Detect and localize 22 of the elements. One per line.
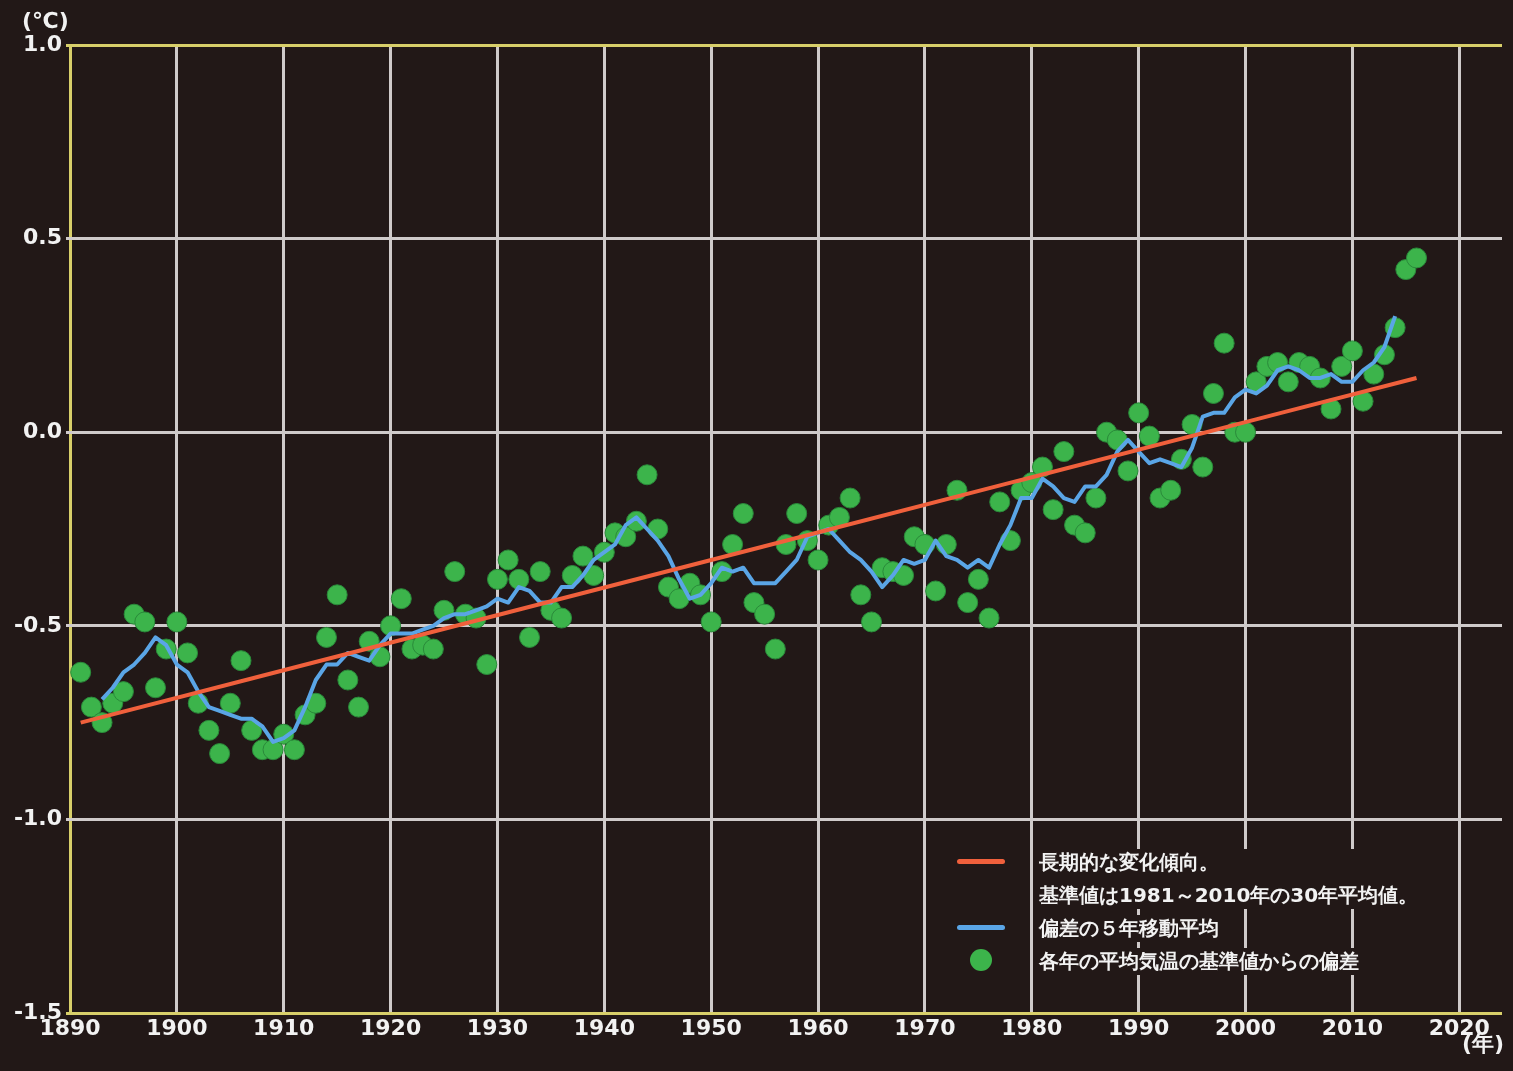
x-tick-label: 1930 bbox=[466, 1014, 529, 1040]
x-tick-label: 1960 bbox=[787, 1014, 849, 1040]
x-tick-label: 2010 bbox=[1321, 1014, 1384, 1040]
y-tick-label: 0.5 bbox=[23, 224, 62, 250]
y-tick-label: -0.5 bbox=[13, 611, 62, 637]
y-tick-label: 1.0 bbox=[23, 30, 62, 56]
x-tick-label: 2000 bbox=[1214, 1014, 1277, 1040]
x-tick-label: 1900 bbox=[146, 1014, 208, 1040]
x-tick-label: 1910 bbox=[253, 1014, 315, 1040]
x-tick-label: 1980 bbox=[1001, 1014, 1063, 1040]
x-tick-label: 1970 bbox=[894, 1014, 956, 1040]
x-tick-label: 1920 bbox=[359, 1014, 422, 1040]
legend-label: 各年の平均気温の基準値からの偏差 bbox=[1039, 948, 1359, 975]
x-tick-label: 1950 bbox=[680, 1014, 742, 1040]
legend-label: 偏差の５年移動平均 bbox=[1039, 915, 1219, 942]
y-axis-title: (℃) bbox=[22, 8, 69, 33]
y-tick-label: -1.0 bbox=[13, 805, 62, 831]
legend-label: 長期的な変化傾向。 bbox=[1039, 849, 1220, 876]
x-tick-label: 1940 bbox=[573, 1014, 635, 1040]
x-tick-label: 1990 bbox=[1108, 1014, 1170, 1040]
y-tick-label: 0.0 bbox=[23, 417, 62, 443]
annotation: 基準値は1981～2010年の30年平均値。 bbox=[1039, 882, 1419, 909]
